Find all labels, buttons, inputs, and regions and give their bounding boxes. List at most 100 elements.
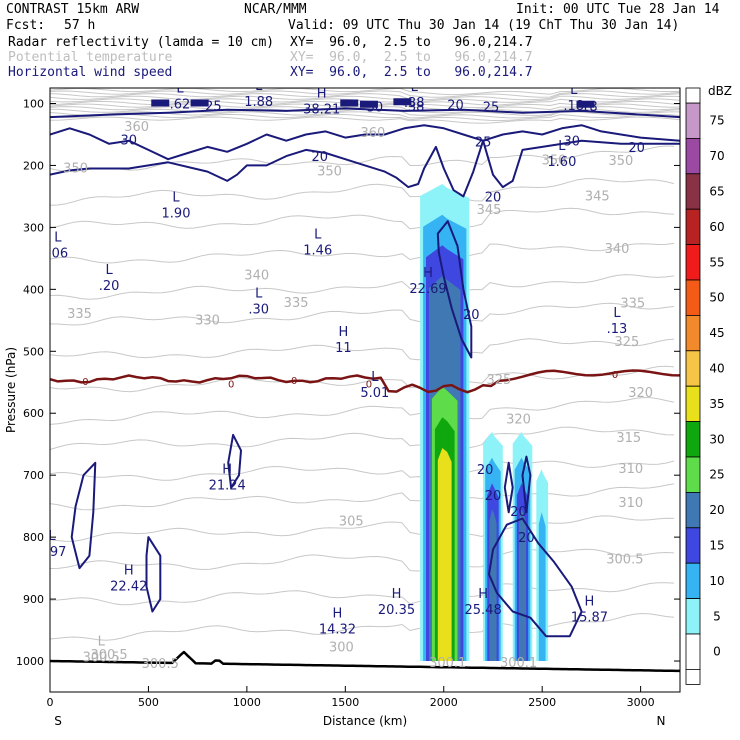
theta-contour (50, 548, 675, 572)
extremum-value: 25.48 (465, 603, 502, 618)
extremum-value: 11 (335, 341, 352, 356)
x-axis-north-label: N (657, 714, 666, 728)
extremum-low-marker: L (570, 83, 578, 98)
theta-contour-strato (50, 90, 680, 98)
colorbar-swatch-70 (685, 137, 701, 175)
colorbar-unit: dBZ (708, 84, 732, 98)
theta-label: 350 (63, 162, 88, 177)
extremum-value: 15.87 (571, 610, 608, 625)
colorbar-label: 40 (709, 362, 724, 376)
extremum-value: 22.42 (110, 579, 147, 594)
theta-label: 300.5 (142, 657, 179, 672)
colorbar-label: 20 (709, 503, 724, 517)
theta-label: 340 (605, 242, 630, 257)
theta-label: 320 (628, 386, 653, 401)
theta-contour (50, 302, 675, 326)
colorbar-swatch-50 (685, 279, 701, 316)
extremum-high-marker: H (478, 587, 488, 602)
theta-label: 335 (284, 296, 309, 311)
theta-contour (50, 483, 675, 511)
theta-contour (50, 178, 675, 206)
theta-label: 325 (614, 335, 639, 350)
theta-label: 340 (244, 269, 269, 284)
extremum-low-marker: L (613, 306, 621, 321)
theta-contour-strato (50, 95, 680, 103)
colorbar-swatch-30 (685, 421, 701, 458)
wind-speed-contour (50, 139, 680, 198)
wind-contour-label: 20 (518, 531, 535, 546)
theta-contour-strato (50, 113, 680, 122)
theta-contour (50, 460, 675, 481)
extremum-value: 5.01 (360, 386, 389, 401)
extremum-value: 38.21 (303, 102, 340, 117)
theta-label: 310 (618, 496, 643, 511)
theta-label: 360 (124, 120, 149, 135)
theta-contour (50, 274, 675, 300)
theta-contour (50, 582, 675, 606)
colorbar-swatch-75 (685, 102, 701, 139)
theta-label: 310 (618, 462, 643, 477)
header-left-title: CONTRAST 15km ARW (6, 2, 140, 17)
extremum-high-marker: H (222, 462, 232, 477)
theta-label: 300.1 (429, 656, 466, 671)
theta-label: 345 (477, 203, 502, 218)
colorbar-swatch-55 (685, 244, 701, 281)
extremum-high-marker: H (423, 266, 433, 281)
theta-contour-strato (50, 116, 680, 124)
y-tick-label: 600 (23, 407, 44, 420)
colorbar-swatch-0 (685, 633, 701, 670)
extremum-value: 1.60 (547, 155, 576, 170)
theta-label: 300.5 (606, 552, 643, 567)
extremum-value: 300.5 (83, 651, 120, 666)
wind-contour-label: 25 (205, 99, 222, 114)
x-tick-label: 500 (138, 696, 159, 709)
field-wind-xy: XY= 96.0, 2.5 to 96.0,214.7 (290, 65, 533, 80)
extremum-low-marker: L (98, 635, 106, 650)
x-axis-title: Distance (km) (323, 714, 407, 728)
x-tick-label: 2000 (430, 696, 458, 709)
theta-label: 305 (339, 515, 364, 530)
theta-label: 350 (542, 153, 567, 168)
header-init: Init: 00 UTC Tue 28 Jan 14 (516, 2, 720, 17)
header-fcst-label: Fcst: (6, 18, 46, 33)
y-tick-label: 700 (23, 469, 44, 482)
terrain-line (50, 650, 680, 673)
extremum-high-marker: H (333, 607, 343, 622)
wind-contour-label: 20 (463, 308, 480, 323)
colorbar-swatch-10 (685, 562, 701, 600)
extremum-value: 14.32 (319, 623, 356, 638)
extremum-low-marker: L (558, 139, 566, 154)
colorbar-swatch-25 (685, 456, 701, 493)
extremum-value: .20 (99, 279, 120, 294)
extremum-low-marker: L (371, 370, 379, 385)
jet-core (359, 100, 378, 108)
extremum-low-marker: L (314, 228, 322, 243)
y-tick-label: 1000 (16, 655, 44, 668)
wind-contour-label: 20 (510, 505, 527, 520)
wind-contour-label: 30 (563, 135, 580, 150)
colorbar-top-cap (685, 87, 701, 104)
jet-core (190, 99, 209, 107)
field-reflectivity-xy: XY= 96.0, 2.5 to 96.0,214.7 (290, 35, 533, 50)
extremum-value: .62 (170, 97, 191, 112)
zero-isotherm (50, 369, 680, 394)
wind-contour-label: 38 (408, 100, 425, 115)
extremum-value: 1.97 (37, 545, 66, 560)
theta-label: 335 (67, 307, 92, 322)
colorbar-bottom-cap (685, 669, 701, 685)
extremum-low-marker: L (54, 231, 62, 246)
plot-frame (49, 87, 681, 693)
extremum-high-marker: H (124, 563, 134, 578)
theta-label: 335 (620, 297, 645, 312)
y-tick-label: 500 (23, 345, 44, 358)
header-fcst-value: 57 h (64, 18, 96, 33)
wind-contour-label: 25 (483, 101, 500, 116)
field-reflectivity-name: Radar reflectivity (lamda = 10 cm) (8, 35, 275, 50)
colorbar-swatch-20 (685, 491, 701, 529)
x-axis-south-label: S (54, 714, 62, 728)
extremum-low-marker: L (172, 190, 180, 205)
theta-label: 315 (616, 431, 641, 446)
zero-isotherm-label: 0 (612, 370, 618, 381)
y-axis-title: Pressure (hPa) (4, 347, 18, 433)
